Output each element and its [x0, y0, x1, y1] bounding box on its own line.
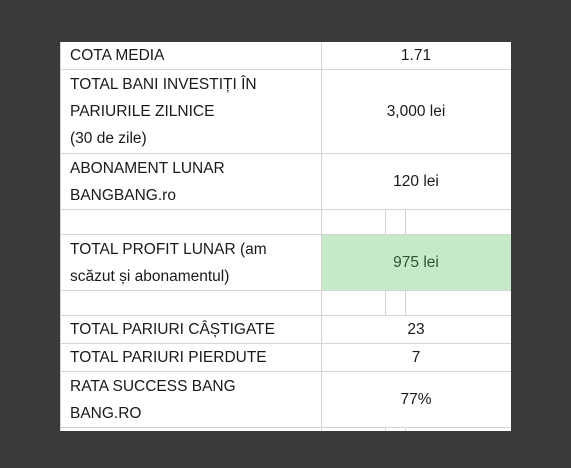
table-row: TOTAL PARIURI PIERDUTE 7	[60, 343, 511, 372]
table-row: TOTAL BANI INVESTIȚI ÎN PARIURILE ZILNIC…	[60, 69, 511, 154]
empty-cell[interactable]	[385, 427, 406, 431]
cell-label-pierdute[interactable]: TOTAL PARIURI PIERDUTE	[60, 343, 322, 372]
cell-value-rata[interactable]: 77%	[321, 371, 511, 428]
cell-label-rata[interactable]: RATA SUCCESS BANG BANG.RO	[60, 371, 322, 428]
spreadsheet: COTA MEDIA 1.71 TOTAL BANI INVESTIȚI ÎN …	[60, 42, 511, 431]
empty-cell[interactable]	[405, 427, 511, 431]
table-row: COTA MEDIA 1.71	[60, 42, 511, 70]
empty-cell[interactable]	[405, 290, 511, 316]
cell-value-profit[interactable]: 975 lei	[321, 234, 511, 291]
table-row-empty	[60, 290, 511, 316]
label-line: TOTAL PROFIT LUNAR (am	[70, 240, 267, 258]
empty-cell[interactable]	[321, 290, 386, 316]
label-line: scăzut și abonamentul)	[70, 267, 230, 285]
empty-cell[interactable]	[321, 427, 386, 431]
data-table: COTA MEDIA 1.71 TOTAL BANI INVESTIȚI ÎN …	[60, 42, 511, 431]
table-row: ABONAMENT LUNAR BANGBANG.ro 120 lei	[60, 153, 511, 210]
label-line: (30 de zile)	[70, 130, 147, 147]
empty-cell[interactable]	[321, 209, 386, 235]
empty-cell[interactable]	[60, 290, 322, 316]
table-row: TOTAL PROFIT LUNAR (am scăzut și aboname…	[60, 234, 511, 291]
empty-cell[interactable]	[385, 209, 406, 235]
cell-label-total-bani[interactable]: TOTAL BANI INVESTIȚI ÎN PARIURILE ZILNIC…	[60, 69, 322, 154]
table-row-empty	[60, 209, 511, 235]
empty-cell[interactable]	[60, 209, 322, 235]
cell-label-abonament[interactable]: ABONAMENT LUNAR BANGBANG.ro	[60, 153, 322, 210]
cell-label-profit[interactable]: TOTAL PROFIT LUNAR (am scăzut și aboname…	[60, 234, 322, 291]
label-line: PARIURILE ZILNICE	[70, 103, 215, 120]
empty-cell[interactable]	[405, 209, 511, 235]
label-line: RATA SUCCESS BANG	[70, 377, 236, 395]
cell-label-cota-media[interactable]: COTA MEDIA	[60, 42, 322, 70]
cell-label-castigate[interactable]: TOTAL PARIURI CÂȘTIGATE	[60, 315, 322, 344]
cell-value-pierdute[interactable]: 7	[321, 343, 511, 372]
label-line: BANG.RO	[70, 404, 142, 422]
sheet-left-border	[60, 42, 61, 431]
table-row-empty	[60, 427, 511, 431]
empty-cell[interactable]	[60, 427, 322, 431]
table-row: TOTAL PARIURI CÂȘTIGATE 23	[60, 315, 511, 344]
label-line: TOTAL BANI INVESTIȚI ÎN	[70, 76, 257, 93]
table-row: RATA SUCCESS BANG BANG.RO 77%	[60, 371, 511, 428]
cell-value-abonament[interactable]: 120 lei	[321, 153, 511, 210]
label-line: ABONAMENT LUNAR	[70, 159, 225, 177]
cell-value-castigate[interactable]: 23	[321, 315, 511, 344]
cell-value-cota-media[interactable]: 1.71	[321, 42, 511, 70]
label-line: BANGBANG.ro	[70, 186, 176, 204]
empty-cell[interactable]	[385, 290, 406, 316]
cell-value-total-bani[interactable]: 3,000 lei	[321, 69, 511, 154]
